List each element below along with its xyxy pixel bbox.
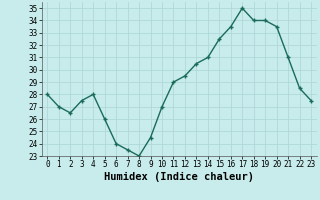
X-axis label: Humidex (Indice chaleur): Humidex (Indice chaleur) (104, 172, 254, 182)
